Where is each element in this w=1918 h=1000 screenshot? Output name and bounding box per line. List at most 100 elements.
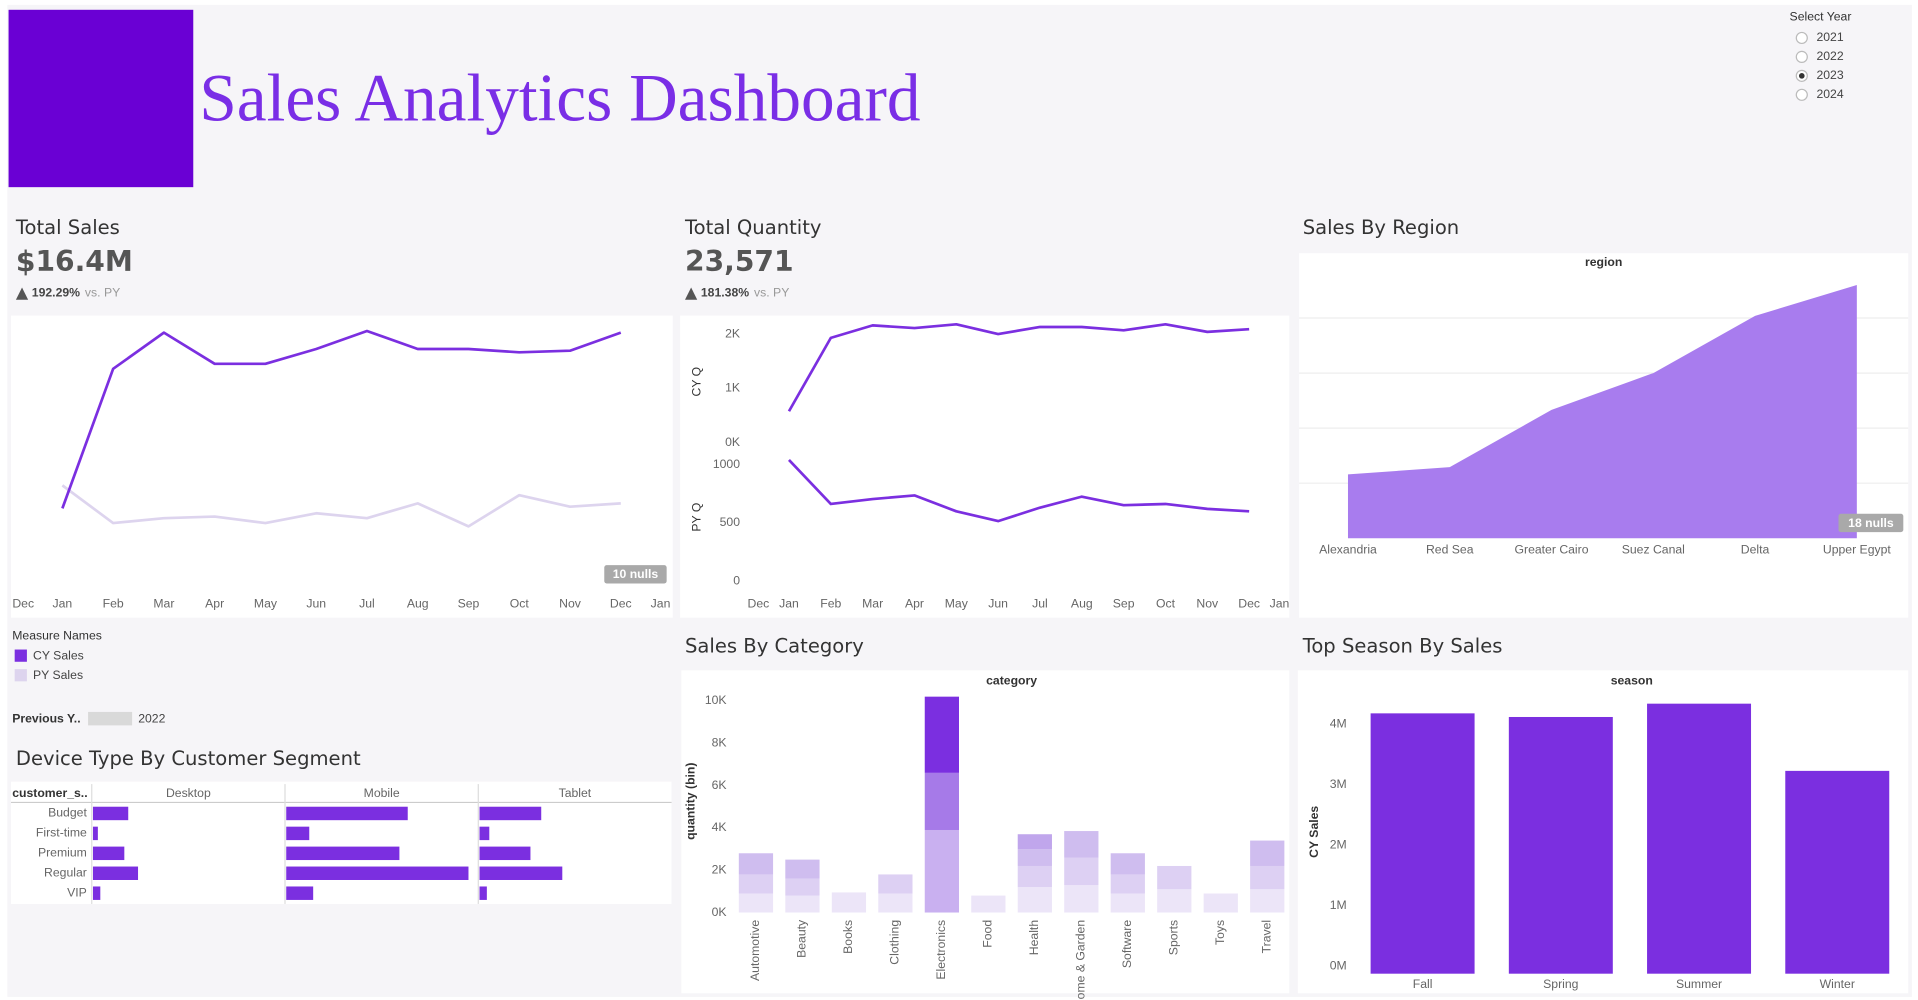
bar-segment (738, 874, 774, 894)
x-tick-label: Oct (1156, 597, 1176, 611)
up-arrow-icon (15, 287, 29, 300)
parameter-box[interactable] (88, 711, 133, 726)
x-tick-label: Clothing (888, 920, 902, 965)
bar-segment (1064, 885, 1099, 913)
row-header: customer_s.. (12, 786, 87, 800)
row-label: First-time (36, 826, 87, 840)
y-axis-title: PY Q (689, 503, 703, 532)
x-tick-label: Toys (1213, 920, 1227, 945)
x-tick-label: Spring (1543, 977, 1579, 991)
bar (479, 886, 487, 900)
legend-label: CY Sales (33, 648, 84, 662)
kpi-change: 192.29% vs. PY (32, 286, 120, 300)
radio-label: 2021 (1816, 30, 1843, 44)
y-axis-title: CY Sales (1307, 806, 1321, 858)
bar (92, 806, 129, 821)
column-header: Tablet (559, 786, 592, 800)
y-tick-label: 2K (725, 326, 741, 340)
bar (1647, 703, 1752, 974)
x-tick-label: Alexandria (1319, 543, 1377, 557)
bar-segment (1110, 893, 1145, 913)
x-tick-label: Dec (12, 597, 34, 611)
bar (92, 886, 101, 900)
x-tick-label: Fall (1413, 977, 1433, 991)
chart-panel (681, 670, 1290, 994)
x-tick-label: Upper Egypt (1823, 543, 1892, 557)
x-tick-label: Nov (559, 597, 582, 611)
kpi-comparison: vs. PY (754, 286, 789, 300)
x-tick-label: Aug (1071, 597, 1093, 611)
row-label: VIP (67, 885, 87, 899)
null-badge-text: 10 nulls (613, 567, 659, 581)
y-tick-label: 0K (712, 905, 728, 919)
dashboard-title: Sales Analytics Dashboard (199, 61, 920, 136)
x-tick-label: Software (1120, 920, 1134, 968)
kpi-title: Total Sales (15, 216, 120, 239)
section-title: Top Season By Sales (1302, 635, 1503, 658)
bar (286, 886, 314, 900)
x-tick-label: Feb (820, 597, 841, 611)
y-tick-label: 0 (733, 573, 740, 587)
kpi-comparison: vs. PY (85, 286, 120, 300)
bar-segment (971, 895, 1006, 913)
bar (286, 806, 408, 821)
y-tick-label: 8K (712, 735, 728, 749)
bar-segment (1250, 840, 1285, 866)
radio-button[interactable] (1795, 88, 1808, 101)
parameter-label: Previous Y.. (12, 711, 80, 725)
bar (286, 866, 469, 880)
bar (479, 866, 563, 880)
section-title: Sales By Region (1303, 216, 1459, 239)
section-title: Sales By Category (685, 635, 864, 658)
row-label: Budget (48, 806, 87, 820)
x-tick-label: Feb (103, 597, 124, 611)
x-tick-label: Jan (53, 597, 73, 611)
kpi-change: 181.38% vs. PY (701, 286, 789, 300)
bar-segment (1110, 874, 1145, 894)
parameter-value: 2022 (138, 711, 165, 725)
x-tick-label: Aug (407, 597, 429, 611)
x-tick-label: Jun (306, 597, 326, 611)
y-tick-label: 4K (712, 820, 728, 834)
bar (286, 846, 400, 861)
bar (286, 826, 310, 841)
bar-segment (924, 829, 959, 913)
kpi-value: 23,571 (685, 245, 794, 278)
x-tick-label: Mar (153, 597, 174, 611)
legend-swatch[interactable] (14, 649, 27, 662)
null-badge (1838, 513, 1904, 533)
up-arrow-icon (685, 287, 698, 300)
bar (1370, 713, 1475, 974)
x-tick-label: Sep (1113, 597, 1135, 611)
x-tick-label: Beauty (795, 919, 809, 958)
bar-segment (785, 878, 820, 896)
x-axis-title: category (986, 674, 1037, 688)
bar (479, 806, 542, 821)
bar-segment (785, 895, 820, 913)
series-line (787, 322, 1250, 412)
bar-segment (1110, 853, 1145, 875)
legend-title: Measure Names (12, 628, 102, 642)
y-tick-label: 4M (1330, 716, 1347, 730)
bar-segment (1064, 831, 1099, 858)
y-axis-title: quantity (bin) (683, 763, 697, 840)
x-tick-label: Suez Canal (1622, 543, 1685, 557)
column-header: Desktop (166, 786, 211, 800)
bar-segment (1203, 893, 1238, 913)
bar-segment (1017, 834, 1052, 850)
y-tick-label: 0M (1330, 959, 1347, 973)
legend-swatch[interactable] (14, 669, 27, 682)
x-tick-label: Winter (1820, 977, 1855, 991)
y-axis-title: CY Q (689, 367, 703, 397)
bar-segment (785, 859, 820, 879)
x-tick-label: Books (841, 920, 855, 954)
x-tick-label: Dec (748, 597, 770, 611)
x-tick-label: Greater Cairo (1515, 543, 1589, 557)
x-tick-label: Summer (1676, 977, 1722, 991)
radio-button[interactable] (1795, 31, 1808, 45)
chart-panel (11, 315, 673, 618)
legend-label: PY Sales (33, 668, 83, 682)
y-tick-label: 10K (705, 693, 728, 707)
x-tick-label: Food (981, 920, 995, 948)
radio-button[interactable] (1795, 50, 1808, 64)
